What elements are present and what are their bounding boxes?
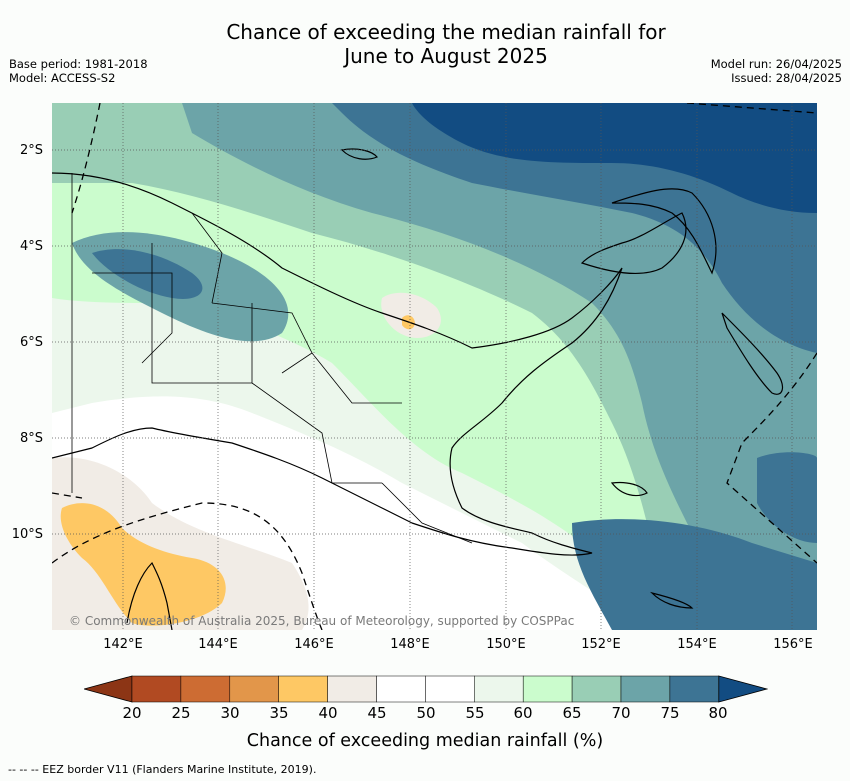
- colorbar-segment: [669, 675, 720, 703]
- issued-text: Issued: 28/04/2025: [731, 71, 842, 85]
- colorbar-segment: [278, 675, 328, 703]
- contour-max: [412, 103, 817, 213]
- colorbar-segment: [571, 675, 622, 703]
- lon-label-146e: 146°E: [294, 637, 334, 652]
- model-text: Model: ACCESS-S2: [9, 71, 116, 85]
- lat-label-4s: 4°S: [19, 239, 43, 254]
- lon-label-152e: 152°E: [581, 637, 621, 652]
- colorbar-tick-80: 80: [708, 704, 728, 722]
- colorbar-tick-75: 75: [660, 704, 680, 722]
- colorbar-tick-35: 35: [269, 704, 289, 722]
- lon-label-154e: 154°E: [677, 637, 717, 652]
- eez-footnote: -- -- -- EEZ border V11 (Flanders Marine…: [8, 763, 317, 776]
- lon-label-142e: 142°E: [103, 637, 143, 652]
- colorbar-segment: [327, 675, 377, 703]
- lat-label-8s: 8°S: [19, 431, 43, 446]
- colorbar-title: Chance of exceeding median rainfall (%): [246, 731, 604, 751]
- base-period-text: Base period: 1981-2018: [9, 57, 148, 71]
- dry-spot-center: [381, 292, 441, 338]
- colorbar-tick-30: 30: [220, 704, 240, 722]
- colorbar-segment: [180, 675, 231, 703]
- colorbar-extend-low: [84, 675, 133, 703]
- colorbar-tick-60: 60: [513, 704, 533, 722]
- graticule: [52, 103, 817, 630]
- bougainville-coastline: [721, 312, 784, 395]
- map-title: Chance of exceeding the median rainfall …: [0, 20, 850, 68]
- province-borders: [71, 173, 473, 544]
- colorbar-tick-50: 50: [416, 704, 436, 722]
- rainfall-map: [52, 103, 817, 630]
- lat-label-6s: 6°S: [19, 335, 43, 350]
- colorbar-tick-55: 55: [465, 704, 485, 722]
- colorbar-segment: [229, 675, 279, 703]
- lon-label-144e: 144°E: [198, 637, 238, 652]
- contour-west-dark: [92, 249, 203, 299]
- colorbar-segment: [522, 675, 573, 703]
- colorbar-tick-65: 65: [562, 704, 582, 722]
- new-britain-coastline: [580, 212, 687, 275]
- colorbar-segment: [376, 675, 426, 703]
- d-entrecasteaux-coastline: [610, 481, 648, 497]
- contour-east-blue: [757, 452, 817, 543]
- metadata-right: Model run: 26/04/2025 Issued: 28/04/2025: [711, 57, 842, 85]
- colorbar-tick-40: 40: [318, 704, 338, 722]
- colorbar-segment: [131, 675, 182, 703]
- colorbar-segment: [474, 675, 524, 703]
- lon-label-156e: 156°E: [773, 637, 813, 652]
- lat-label-2s: 2°S: [19, 143, 43, 158]
- eez-borders: [52, 103, 817, 630]
- lon-label-148e: 148°E: [390, 637, 430, 652]
- colorbar-segment: [425, 675, 475, 703]
- contour-35-40: [60, 503, 226, 626]
- copyright-text: © Commonwealth of Australia 2025, Bureau…: [69, 614, 575, 628]
- lat-label-10s: 10°S: [11, 527, 43, 542]
- colorbar-tick-45: 45: [367, 704, 387, 722]
- manus-coastline: [340, 148, 378, 160]
- colorbar-extend-high: [718, 675, 768, 703]
- map-canvas: [52, 103, 817, 630]
- contour-se-blue: [572, 519, 817, 630]
- coastlines: [52, 148, 784, 630]
- metadata-left: Base period: 1981-2018 Model: ACCESS-S2: [9, 57, 148, 85]
- title-line-2: June to August 2025: [344, 44, 548, 68]
- lon-label-150e: 150°E: [486, 637, 526, 652]
- colorbar-segment: [620, 675, 671, 703]
- colorbar-tick-70: 70: [611, 704, 631, 722]
- colorbar: [84, 675, 768, 703]
- new-guinea-coastline: [52, 172, 623, 556]
- contour-75-80: [182, 103, 817, 630]
- model-run-text: Model run: 26/04/2025: [710, 57, 842, 71]
- colorbar-tick-20: 20: [122, 704, 142, 722]
- louisiade-coastline: [650, 591, 694, 609]
- new-ireland-coastline: [611, 188, 717, 275]
- title-line-1: Chance of exceeding the median rainfall …: [226, 20, 666, 44]
- australia-coastline: [126, 561, 173, 630]
- colorbar-tick-25: 25: [171, 704, 191, 722]
